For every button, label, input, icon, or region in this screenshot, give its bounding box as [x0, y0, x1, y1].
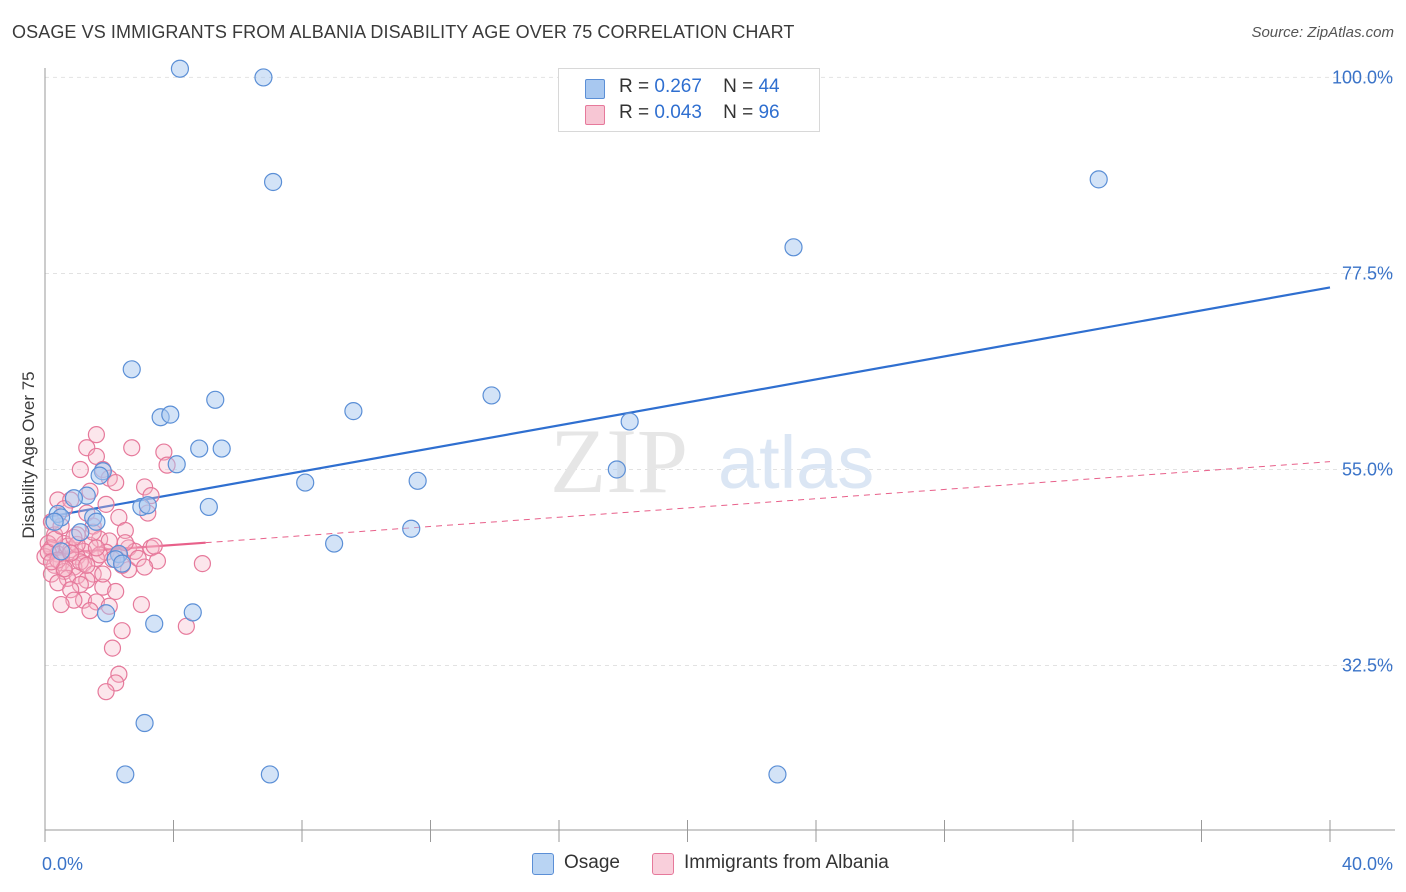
- tick-labels: 32.5% 55.0% 77.5% 100.0% 0.0% 40.0%: [42, 67, 1393, 874]
- albania-legend-swatch: [652, 853, 674, 875]
- albania-point: [87, 539, 106, 557]
- osage-legend-swatch: [532, 853, 554, 875]
- osage-point: [1089, 170, 1108, 189]
- osage-point: [51, 542, 71, 561]
- albania-point: [113, 622, 131, 640]
- legend-n-label: N =: [723, 76, 754, 97]
- osage-point: [768, 765, 787, 784]
- legend-r-label: R =: [619, 76, 650, 97]
- albania-point: [97, 495, 115, 513]
- albania-point: [81, 602, 99, 620]
- osage-point: [254, 68, 273, 87]
- axes: [44, 68, 1395, 842]
- source-label: Source: ZipAtlas.com: [1251, 24, 1394, 41]
- legend-r-label: R =: [619, 102, 650, 123]
- albania-point: [78, 439, 96, 457]
- osage-point: [45, 512, 64, 531]
- albania-trendline: [205, 461, 1331, 544]
- albania-point: [87, 426, 106, 444]
- osage-point: [482, 386, 501, 405]
- albania-point: [78, 556, 96, 574]
- x-tick-label: 40.0%: [1342, 854, 1393, 874]
- albania-point: [110, 665, 128, 683]
- albania-point: [65, 591, 83, 609]
- data-points: [36, 59, 1108, 784]
- osage-point: [260, 765, 279, 784]
- osage-point: [784, 238, 803, 257]
- legend-r-value: 0.043: [654, 102, 702, 123]
- albania-swatch: [585, 105, 605, 125]
- osage-point: [206, 390, 225, 409]
- osage-trendline: [44, 286, 1331, 519]
- osage-point: [183, 603, 202, 622]
- legend-label-albania: Immigrants from Albania: [684, 852, 889, 873]
- osage-point: [96, 604, 116, 623]
- osage-point: [402, 519, 421, 538]
- osage-point: [199, 497, 218, 517]
- albania-point: [103, 639, 122, 657]
- albania-point: [155, 443, 173, 461]
- albania-point: [107, 582, 125, 601]
- y-axis-label: Disability Age Over 75: [19, 371, 38, 538]
- albania-point: [52, 595, 70, 614]
- albania-point: [123, 439, 141, 457]
- albania-point: [129, 549, 147, 567]
- osage-point: [145, 614, 164, 633]
- osage-point: [112, 554, 132, 573]
- osage-point: [212, 439, 231, 458]
- series-legend: Osage Immigrants from Albania: [532, 852, 952, 878]
- osage-point: [116, 765, 135, 784]
- osage-point: [344, 402, 363, 421]
- legend-label-osage: Osage: [564, 852, 620, 873]
- albania-point: [193, 554, 212, 573]
- legend-n-value: 44: [758, 76, 780, 97]
- y-tick-label: 100.0%: [1332, 67, 1393, 87]
- osage-point: [122, 360, 141, 379]
- osage-point: [263, 172, 283, 192]
- osage-point: [167, 455, 186, 474]
- osage-point: [170, 59, 190, 78]
- y-tick-label: 55.0%: [1342, 459, 1393, 479]
- legend-n-label: N =: [723, 102, 754, 123]
- osage-point: [607, 460, 626, 479]
- osage-point: [87, 512, 106, 531]
- legend-r-value: 0.267: [654, 76, 702, 97]
- osage-point: [90, 466, 109, 485]
- albania-point: [132, 595, 150, 614]
- albania-point: [107, 674, 125, 692]
- osage-point: [135, 713, 154, 733]
- watermark-atlas: atlas: [718, 421, 874, 504]
- albania-point: [94, 565, 112, 583]
- albania-point: [94, 578, 112, 596]
- albania-point: [87, 593, 106, 611]
- albania-point: [116, 521, 134, 540]
- chart-title: OSAGE VS IMMIGRANTS FROM ALBANIA DISABIL…: [12, 22, 795, 42]
- osage-point: [190, 439, 209, 458]
- correlation-legend: R = 0.267 N = 44 R = 0.043 N = 96: [558, 68, 820, 132]
- grid-lines: [45, 76, 1395, 667]
- y-tick-label: 77.5%: [1342, 263, 1393, 283]
- albania-point: [97, 683, 115, 701]
- albania-point: [74, 591, 93, 609]
- osage-point: [71, 523, 90, 542]
- x-tick-label: 0.0%: [42, 854, 83, 874]
- albania-point: [107, 473, 125, 492]
- osage-point: [620, 412, 639, 431]
- y-tick-label: 32.5%: [1342, 656, 1393, 676]
- osage-point: [64, 489, 84, 508]
- albania-point: [71, 460, 89, 479]
- legend-n-value: 96: [758, 102, 780, 123]
- osage-point: [138, 496, 157, 515]
- albania-point: [42, 565, 61, 583]
- albania-point: [135, 558, 154, 576]
- osage-point: [408, 471, 427, 490]
- osage-point: [296, 473, 315, 492]
- albania-point: [62, 581, 80, 599]
- osage-point: [161, 405, 180, 424]
- albania-point: [145, 537, 163, 555]
- albania-point: [135, 478, 154, 496]
- osage-point: [325, 534, 344, 553]
- osage-swatch: [585, 79, 605, 99]
